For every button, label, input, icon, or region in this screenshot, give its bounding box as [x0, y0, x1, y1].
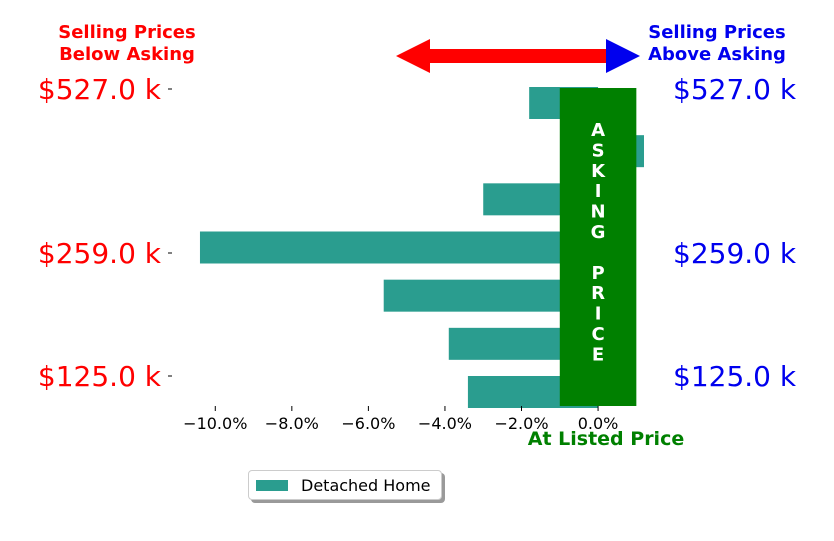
asking-price-letter: G	[591, 222, 606, 243]
asking-price-letter: P	[591, 263, 604, 284]
bar	[199, 231, 599, 264]
y-axis-left: $125.0 k $259.0 k $527.0 k	[38, 73, 172, 393]
above-asking-line-1: Selling Prices	[648, 22, 785, 43]
arrow-left-head-icon	[396, 39, 430, 73]
y-tick-label-right: $259.0 k	[673, 237, 797, 270]
arrow-right-head-icon	[606, 39, 640, 73]
x-tick-label: −10.0%	[183, 414, 247, 433]
y-axis-right: $125.0 k $259.0 k $527.0 k	[673, 73, 797, 393]
x-tick-label: 0.0%	[578, 414, 619, 433]
asking-price-letter: A	[591, 120, 605, 141]
x-tick-label: −2.0%	[494, 414, 548, 433]
x-axis: −10.0% −8.0% −6.0% −4.0% −2.0% 0.0%	[183, 406, 618, 433]
legend: Detached Home	[248, 470, 442, 500]
y-tick-label-left: $259.0 k	[38, 237, 162, 270]
arrow-red-shaft	[428, 49, 611, 63]
asking-price-letter: C	[591, 324, 604, 345]
x-tick-label: −4.0%	[418, 414, 472, 433]
legend-swatch	[256, 480, 288, 491]
y-tick-label-left: $125.0 k	[38, 360, 162, 393]
above-asking-line-2: Above Asking	[648, 44, 786, 65]
direction-arrow	[396, 39, 640, 73]
y-tick-label-left: $527.0 k	[38, 73, 162, 106]
at-listed-price-label: At Listed Price	[528, 428, 684, 450]
x-tick-label: −8.0%	[265, 414, 319, 433]
asking-price-letter: E	[592, 344, 604, 365]
asking-price-letter: I	[595, 181, 602, 202]
legend-label: Detached Home	[301, 476, 431, 495]
asking-price-letter: R	[591, 283, 605, 304]
x-tick-label: −6.0%	[341, 414, 395, 433]
asking-price-letter: I	[595, 304, 602, 325]
below-asking-line-2: Below Asking	[59, 44, 195, 65]
below-asking-line-1: Selling Prices	[58, 22, 195, 43]
asking-price-band	[559, 88, 637, 406]
y-tick-label-right: $527.0 k	[673, 73, 797, 106]
y-tick-label-right: $125.0 k	[673, 360, 797, 393]
asking-price-letter: N	[591, 202, 606, 223]
asking-price-letter: S	[592, 140, 605, 161]
asking-price-letter: K	[591, 161, 606, 182]
